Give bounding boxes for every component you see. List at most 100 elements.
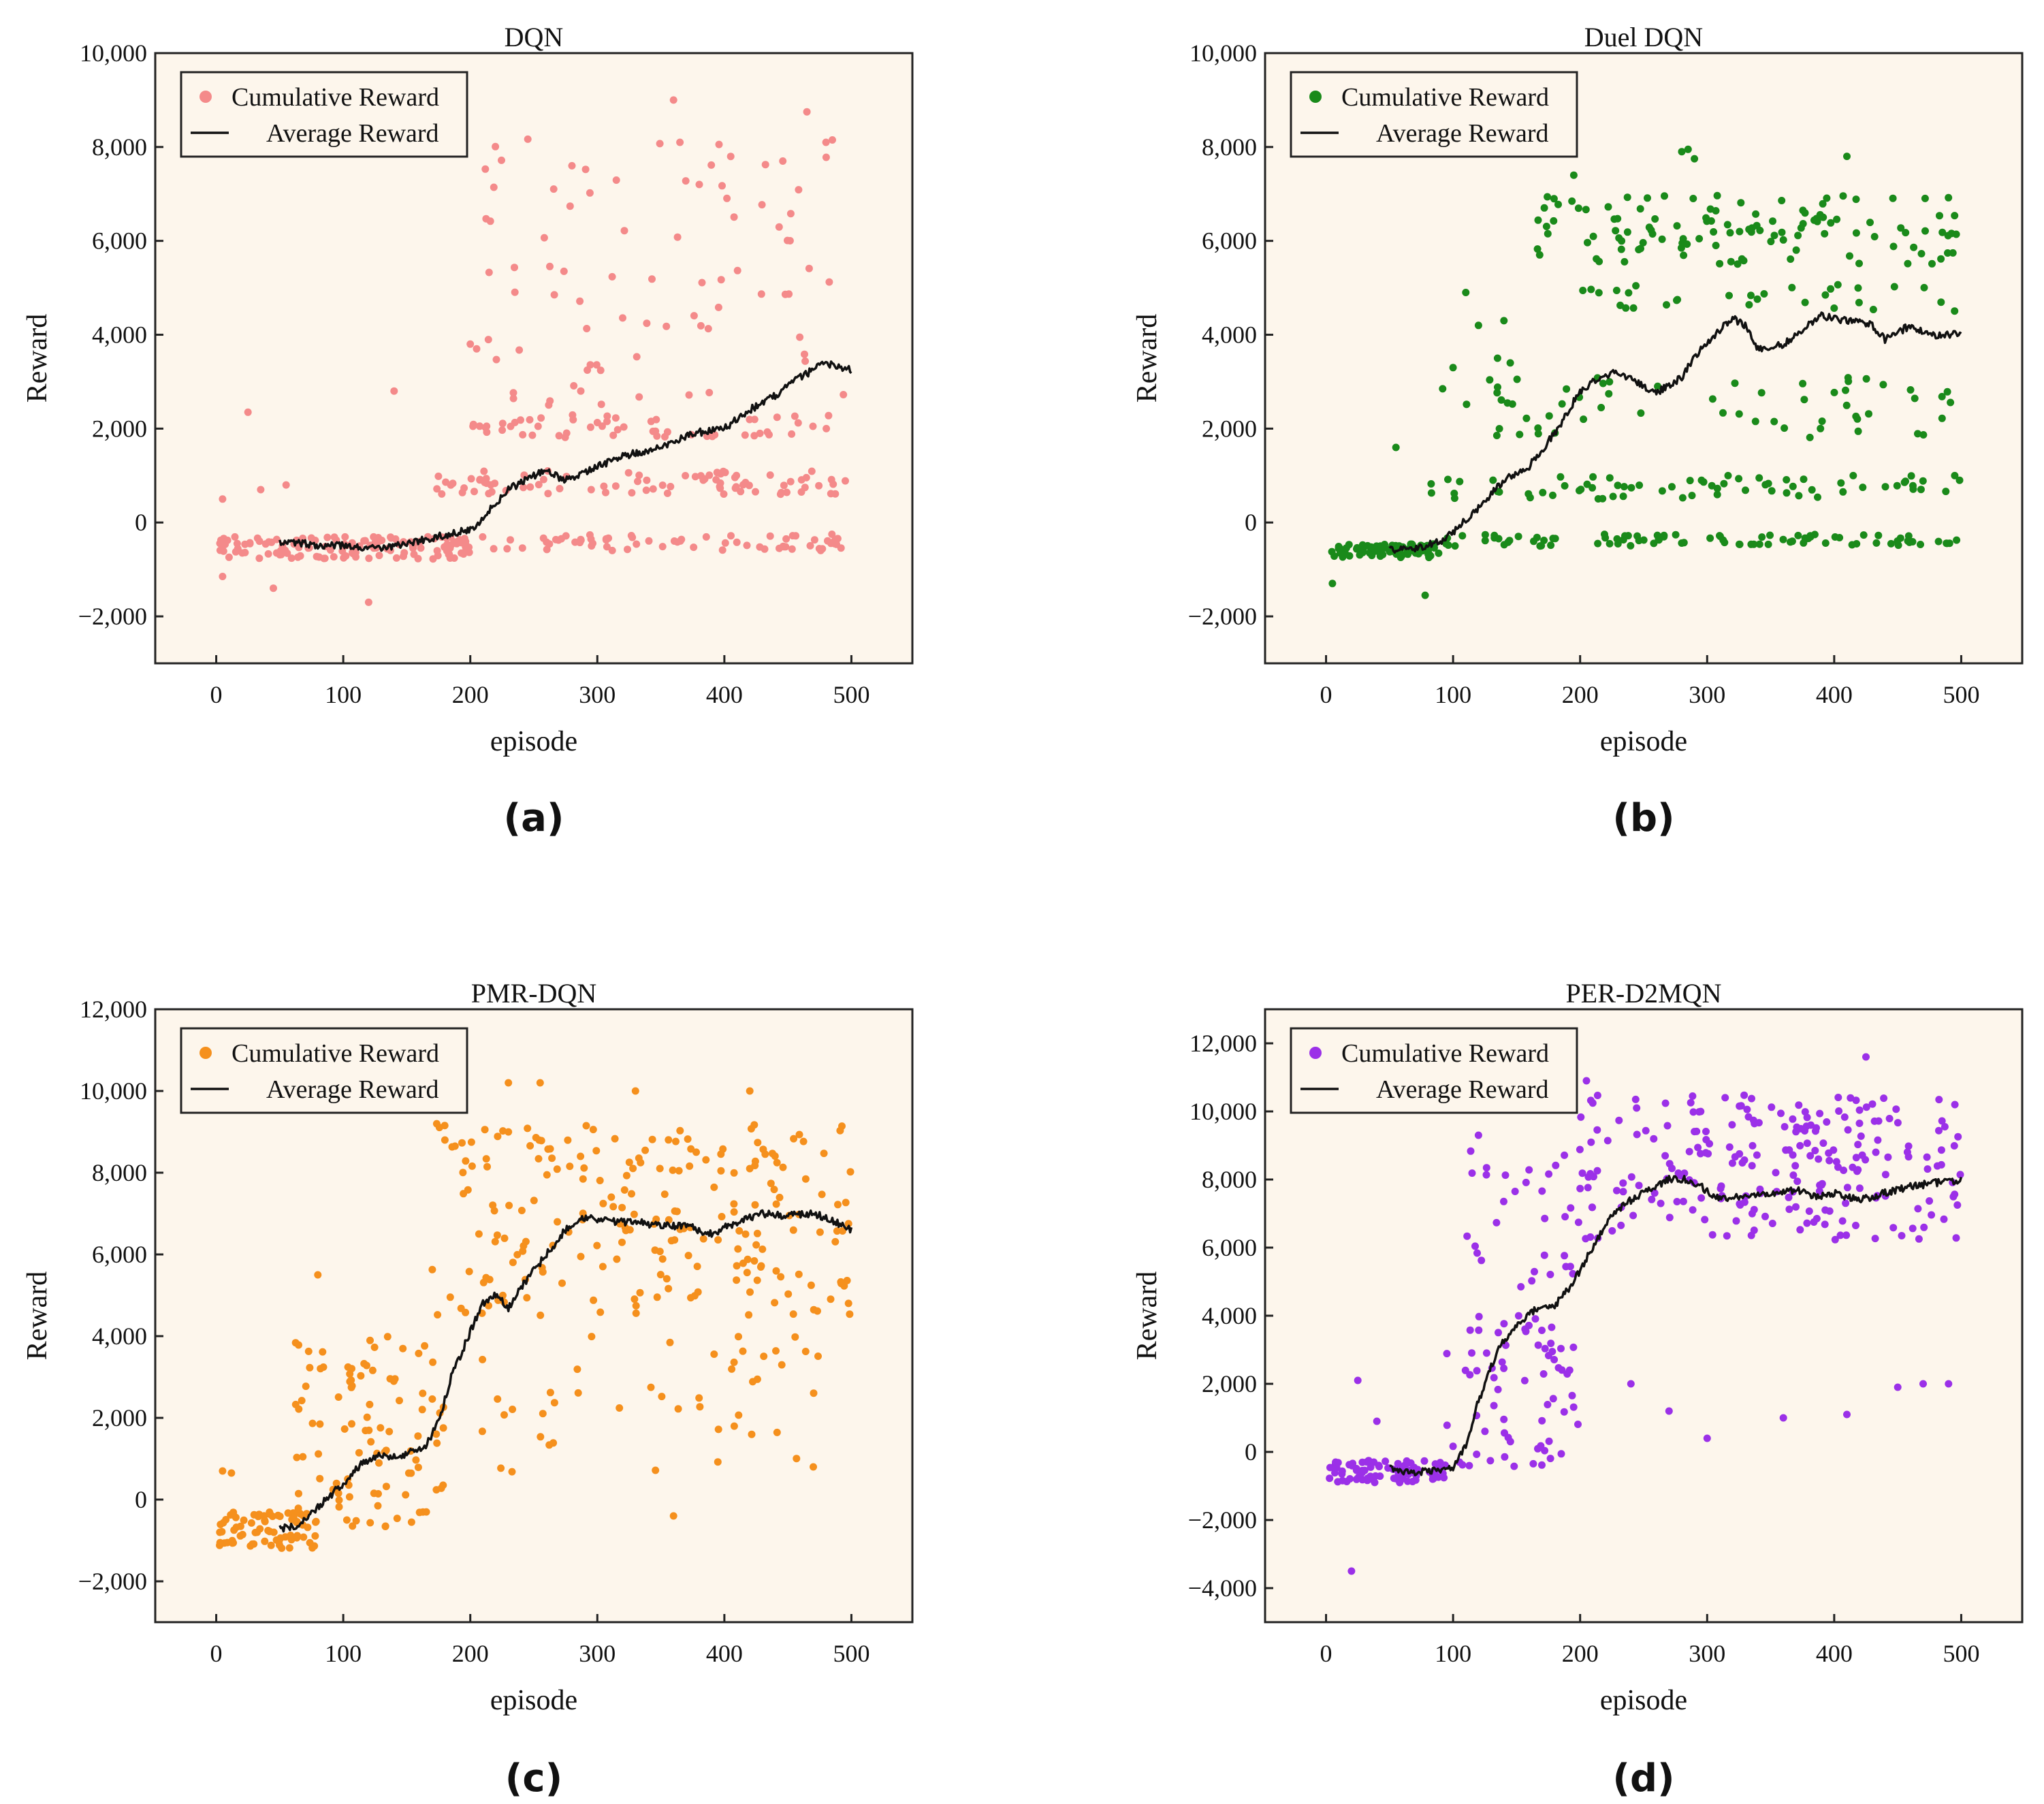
reward-point-194: [505, 1201, 513, 1209]
reward-point-131: [1557, 1344, 1565, 1352]
reward-point-329: [534, 422, 542, 430]
reward-point-186: [824, 537, 831, 545]
y-tick-label: 10,000: [1189, 39, 1257, 67]
reward-point-429: [473, 345, 481, 353]
reward-point-183: [1522, 1178, 1530, 1186]
reward-point-375: [1713, 191, 1721, 200]
reward-point-199: [1576, 486, 1583, 494]
reward-point-101: [414, 1432, 422, 1440]
reward-point-367: [1636, 205, 1644, 213]
reward-point-242: [1748, 1094, 1755, 1103]
reward-point-403: [772, 1347, 780, 1355]
reward-point-296: [656, 1271, 665, 1279]
reward-point-368: [1892, 1105, 1900, 1113]
reward-point-288: [1608, 1227, 1616, 1235]
reward-point-461: [1684, 145, 1692, 153]
reward-point-226: [1594, 495, 1602, 503]
reward-point-66: [230, 1526, 238, 1534]
reward-point-314: [1951, 1190, 1959, 1199]
reward-point-407: [1588, 1203, 1597, 1212]
reward-point-365: [1768, 1103, 1776, 1111]
reward-point-306: [1852, 1222, 1859, 1229]
reward-point-370: [511, 264, 518, 272]
reward-point-350: [1834, 1163, 1842, 1171]
reward-point-375: [549, 185, 558, 193]
reward-point-459: [1569, 171, 1578, 179]
reward-point-411: [1805, 1207, 1813, 1215]
reward-point-73: [1345, 552, 1354, 560]
reward-point-456: [1493, 354, 1501, 362]
reward-point-229: [1633, 1104, 1641, 1112]
reward-point-190: [1792, 1203, 1800, 1211]
reward-point-366: [1862, 1103, 1870, 1111]
reward-point-213: [1549, 491, 1556, 499]
reward-point-193: [462, 541, 470, 549]
reward-point-223: [451, 1142, 459, 1150]
reward-point-178: [782, 543, 790, 551]
reward-point-321: [741, 431, 749, 439]
reward-point-91: [1755, 540, 1763, 548]
x-tick-label: 100: [1435, 681, 1471, 708]
reward-point-98: [304, 1347, 313, 1355]
reward-point-158: [1478, 1256, 1486, 1265]
reward-point-117: [334, 1393, 342, 1401]
reward-point-409: [1728, 1159, 1736, 1167]
reward-point-388: [761, 1150, 769, 1158]
reward-point-79: [355, 1449, 363, 1457]
reward-point-315: [469, 422, 477, 430]
reward-point-422: [658, 1393, 666, 1401]
reward-point-379: [1582, 206, 1590, 214]
reward-point-374: [1737, 199, 1745, 207]
reward-point-145: [1451, 542, 1459, 550]
legend-box: [180, 1027, 468, 1114]
reward-point-235: [1495, 488, 1503, 496]
reward-point-340: [761, 161, 769, 169]
reward-point-342: [620, 1186, 628, 1194]
reward-point-153: [1517, 1283, 1525, 1291]
reward-point-274: [611, 482, 620, 490]
reward-point-280: [485, 490, 493, 498]
reward-point-88: [1529, 1459, 1537, 1468]
x-tick-label: 0: [210, 1640, 223, 1667]
y-tick-label: 0: [1245, 1438, 1257, 1466]
reward-point-100: [1548, 1323, 1556, 1331]
reward-point-85: [1468, 1349, 1475, 1357]
reward-point-405: [779, 157, 787, 165]
reward-point-258: [554, 1218, 562, 1226]
reward-point-381: [801, 357, 810, 365]
reward-point-193: [1613, 1186, 1620, 1194]
reward-point-362: [1833, 215, 1841, 223]
reward-point-139: [298, 1397, 306, 1405]
reward-point-303: [462, 1157, 470, 1165]
reward-point-151: [718, 546, 726, 554]
reward-point-404: [1956, 1171, 1964, 1179]
reward-point-405: [1923, 1165, 1932, 1173]
reward-point-99: [241, 540, 249, 548]
reward-point-166: [782, 535, 791, 543]
reward-point-107: [450, 554, 458, 562]
reward-point-327: [1923, 1153, 1931, 1161]
reward-point-282: [1770, 417, 1778, 426]
reward-point-157: [1501, 1171, 1510, 1180]
reward-point-336: [526, 415, 534, 424]
reward-point-385: [1789, 1115, 1797, 1123]
reward-point-248: [1812, 1127, 1819, 1135]
reward-point-421: [748, 1430, 756, 1438]
reward-point-302: [825, 411, 833, 420]
reward-point-294: [1816, 1109, 1824, 1118]
reward-point-282: [656, 1165, 664, 1173]
reward-point-244: [1761, 1212, 1769, 1220]
reward-point-315: [733, 1262, 741, 1270]
reward-point-436: [1821, 291, 1830, 299]
reward-point-206: [1777, 1109, 1785, 1118]
reward-point-356: [1650, 1189, 1659, 1197]
reward-point-414: [1586, 1170, 1595, 1177]
reward-point-247: [1862, 375, 1870, 383]
reward-point-377: [483, 1162, 491, 1171]
reward-point-427: [500, 1411, 508, 1419]
reward-point-230: [467, 475, 475, 483]
reward-point-78: [1376, 552, 1384, 560]
y-tick-label: 6,000: [92, 1241, 147, 1268]
reward-point-60: [229, 1539, 238, 1547]
reward-point-92: [1541, 1446, 1549, 1455]
